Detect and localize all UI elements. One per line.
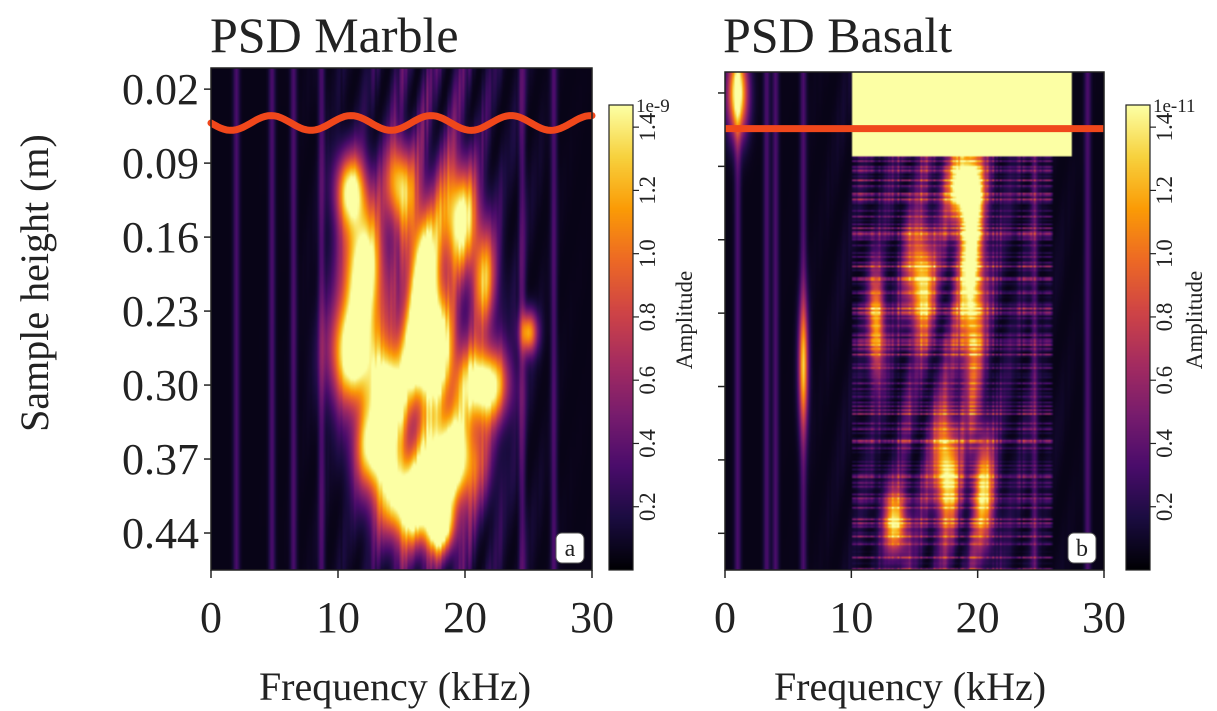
x-tick-label: 0 [714,593,736,642]
colorbar-tick-label: 1.2 [635,176,660,205]
plot-frame [210,67,593,571]
y-tick-label: 0.02 [122,65,199,114]
y-tick-label: 0.44 [122,509,199,558]
heatmap-image [725,72,1104,570]
panel-a: PSD Marble 0.020.090.160.230.300.370.44 … [12,7,614,709]
colorbar-frame [608,104,634,571]
panel-tag: a [565,536,576,562]
colorbar-label: Amplitude [1182,271,1207,369]
x-tick-label: 10 [829,593,873,642]
x-axis: 0 10 20 30 [714,570,1126,642]
colorbar-tick-label: 0.6 [635,366,660,395]
colorbar-tick-label: 0.4 [635,429,660,458]
colorbar-scale-label: 1e-9 [636,96,670,117]
colorbar-tick-label: 0.2 [1152,492,1177,521]
colorbar-label: Amplitude [672,271,697,369]
colorbar-tick-label: 0.8 [635,303,660,332]
panel-tag-box [1067,532,1097,564]
x-tick-label: 20 [956,593,1000,642]
colorbar-a: 0.2 0.4 0.6 0.8 1.0 1.2 1.4 1e-9 Amplitude [608,96,697,571]
red-reference-line [207,112,596,134]
colorbar-b: 0.2 0.4 0.6 0.8 1.0 1.2 1.4 1e-11 Amplitude [1125,96,1207,571]
colorbar-tick-label: 1.0 [1152,239,1177,268]
y-tick-label: 0.37 [122,435,199,484]
colorbar-tick-label: 0.8 [1152,303,1177,332]
colorbar-tick-label: 1.4 [635,112,660,141]
x-tick-label: 10 [316,593,360,642]
x-axis-label: Frequency (kHz) [774,664,1046,709]
colorbar-frame [1125,104,1151,571]
heatmap-image [211,68,592,570]
x-tick-label: 30 [1082,593,1126,642]
colorbar-scale-label: 1e-11 [1153,96,1196,117]
colorbar-ticks: 0.2 0.4 0.6 0.8 1.0 1.2 1.4 [633,112,660,521]
colorbar-ticks: 0.2 0.4 0.6 0.8 1.0 1.2 1.4 [1150,112,1177,521]
x-axis: 0 10 20 30 [200,570,614,642]
panel-tag: b [1076,536,1088,562]
x-tick-label: 0 [200,593,222,642]
plot-frame [724,71,1105,571]
y-tick-label: 0.09 [122,139,199,188]
y-axis: 0.02 0.09 0.16 0.23 0.30 0.37 0.44 [122,65,211,558]
panel-a-title: PSD Marble [210,7,459,63]
y-axis-label: Sample height (m) [12,134,57,432]
colorbar-tick-label: 0.4 [1152,429,1177,458]
x-tick-label: 20 [443,593,487,642]
panel-b: PSD Basalt 0 10 20 30 b Frequency (kHz) [714,7,1126,709]
colorbar-tick-label: 1.2 [1152,176,1177,205]
panel-b-title: PSD Basalt [723,7,952,63]
y-tick-label: 0.30 [122,361,199,410]
colorbar-tick-label: 1.0 [635,239,660,268]
x-axis-label: Frequency (kHz) [259,664,531,709]
panel-tag-box [555,532,585,564]
y-tick-label: 0.16 [122,213,199,262]
y-tick-label: 0.23 [122,287,199,336]
colorbar-tick-label: 0.2 [635,492,660,521]
colorbar-gradient [609,105,633,570]
colorbar-tick-label: 1.4 [1152,112,1177,141]
y-axis [718,92,725,535]
colorbar-gradient [1126,105,1150,570]
colorbar-tick-label: 0.6 [1152,366,1177,395]
x-tick-label: 30 [570,593,614,642]
